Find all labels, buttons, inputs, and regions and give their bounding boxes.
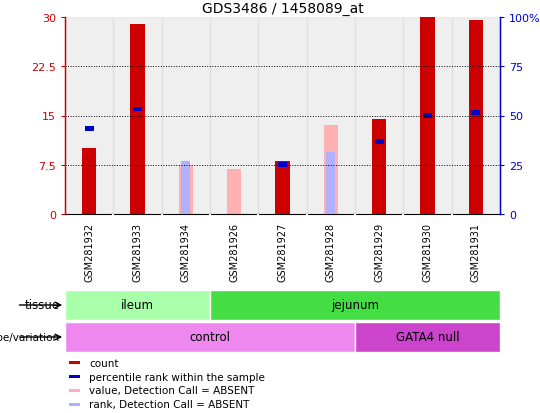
Bar xyxy=(210,18,258,214)
Text: tissue: tissue xyxy=(24,299,59,312)
Text: jejunum: jejunum xyxy=(331,299,379,312)
Bar xyxy=(420,18,435,214)
Bar xyxy=(69,403,80,406)
Text: GSM281929: GSM281929 xyxy=(374,222,384,281)
Bar xyxy=(69,375,80,378)
Bar xyxy=(372,119,387,214)
Bar xyxy=(179,165,193,214)
Text: genotype/variation: genotype/variation xyxy=(0,332,59,342)
Text: value, Detection Call = ABSENT: value, Detection Call = ABSENT xyxy=(89,385,254,395)
Title: GDS3486 / 1458089_at: GDS3486 / 1458089_at xyxy=(201,2,363,16)
Text: GSM281931: GSM281931 xyxy=(471,223,481,281)
Text: GSM281930: GSM281930 xyxy=(422,223,433,281)
Bar xyxy=(69,389,80,392)
Bar xyxy=(278,163,287,168)
Bar xyxy=(275,162,290,214)
Bar xyxy=(258,18,307,214)
Text: rank, Detection Call = ABSENT: rank, Detection Call = ABSENT xyxy=(89,399,249,409)
Bar xyxy=(451,18,500,214)
Bar xyxy=(355,18,403,214)
Bar xyxy=(65,18,113,214)
Bar xyxy=(307,18,355,214)
Bar xyxy=(327,152,335,214)
Text: control: control xyxy=(190,331,231,344)
Bar xyxy=(130,24,145,214)
Text: GSM281933: GSM281933 xyxy=(132,223,143,281)
Bar xyxy=(133,107,142,112)
Text: GSM281932: GSM281932 xyxy=(84,222,94,281)
Bar xyxy=(210,290,500,320)
Text: GSM281928: GSM281928 xyxy=(326,222,336,281)
Text: GSM281926: GSM281926 xyxy=(229,222,239,281)
Bar xyxy=(375,140,384,145)
Text: GSM281934: GSM281934 xyxy=(181,223,191,281)
Text: GSM281927: GSM281927 xyxy=(278,222,287,281)
Bar xyxy=(324,126,338,214)
Text: count: count xyxy=(89,358,118,368)
Bar xyxy=(65,290,210,320)
Text: ileum: ileum xyxy=(121,299,154,312)
Bar xyxy=(355,322,500,353)
Bar xyxy=(113,18,161,214)
Bar xyxy=(403,18,451,214)
Bar xyxy=(161,18,210,214)
Bar xyxy=(227,170,241,214)
Bar xyxy=(65,322,355,353)
Bar xyxy=(423,114,432,119)
Text: GATA4 null: GATA4 null xyxy=(396,331,460,344)
Bar xyxy=(85,127,94,132)
Bar xyxy=(82,149,97,214)
Bar xyxy=(469,21,483,214)
Text: percentile rank within the sample: percentile rank within the sample xyxy=(89,372,265,382)
Bar xyxy=(181,162,190,214)
Bar xyxy=(69,361,80,364)
Bar xyxy=(471,111,481,115)
